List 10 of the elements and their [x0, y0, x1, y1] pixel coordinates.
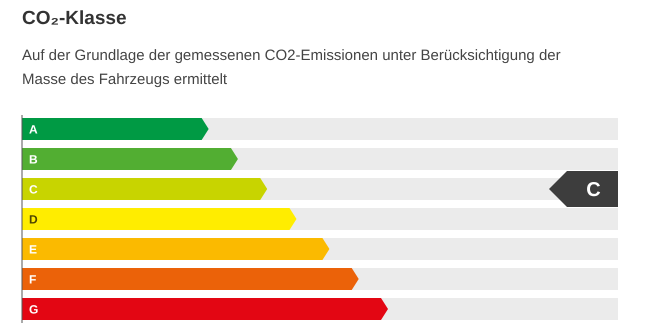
- y-tick-label: A: [29, 122, 38, 136]
- chart-subtitle: Auf der Grundlage der gemessenen CO2-Emissionen unter Berücksichtigung der Masse des Fahrzeugs ermittelt: [22, 47, 561, 88]
- text: C: [586, 179, 601, 201]
- y-tick-label: F: [29, 272, 36, 286]
- y-tick-label: D: [29, 212, 38, 226]
- y-tick-label: G: [29, 302, 38, 316]
- y-tick-label: C: [29, 182, 38, 196]
- y-tick-label: E: [29, 242, 38, 256]
- y-tick-label: B: [29, 152, 38, 166]
- chart-title: CO₂-Klasse: [22, 8, 127, 29]
